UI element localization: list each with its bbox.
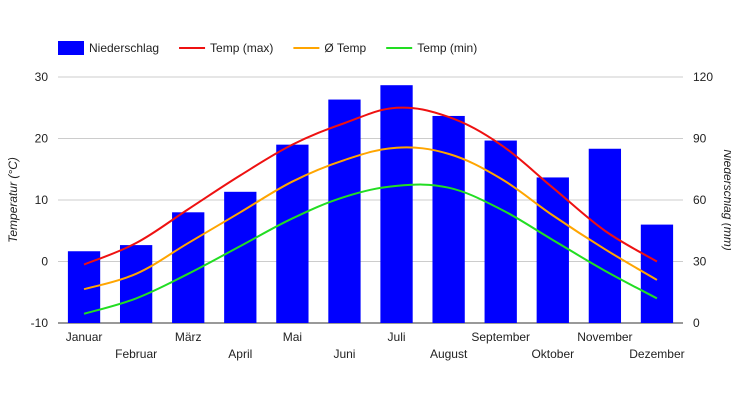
y-tick-label: 30: [35, 70, 49, 84]
legend-label: Niederschlag: [89, 41, 159, 55]
bar: [224, 191, 257, 323]
bar: [119, 245, 153, 323]
y-tick-label: 0: [41, 255, 48, 269]
legend-label: Temp (min): [417, 41, 477, 55]
x-tick-label: August: [430, 347, 468, 361]
series-line: [83, 183, 658, 315]
bar: [536, 177, 569, 323]
y-tick-label: -10: [31, 316, 49, 330]
y2-axis-title: Niederschlag (mm): [721, 149, 731, 250]
x-tick-label: März: [175, 330, 202, 344]
y-tick-label: 10: [35, 193, 49, 207]
legend-swatch: [58, 41, 84, 55]
y2-tick-label: 0: [693, 316, 700, 330]
x-tick-label: Mai: [283, 330, 302, 344]
y2-tick-label: 90: [693, 132, 707, 146]
bar: [276, 144, 309, 323]
bar: [380, 85, 413, 323]
x-tick-label: Juli: [388, 330, 406, 344]
y2-tick-label: 30: [693, 255, 707, 269]
bar: [588, 148, 622, 323]
y2-tick-label: 60: [693, 193, 707, 207]
x-tick-label: November: [577, 330, 632, 344]
legend-label: Ø Temp: [324, 41, 366, 55]
series-line: [83, 146, 658, 291]
bar: [328, 99, 361, 323]
y-tick-label: 20: [35, 132, 49, 146]
x-tick-label: September: [471, 330, 530, 344]
x-tick-label: Januar: [66, 330, 103, 344]
x-tick-label: Februar: [115, 347, 157, 361]
bar: [484, 140, 517, 323]
bar: [432, 115, 465, 323]
x-tick-label: Juni: [333, 347, 355, 361]
x-tick-label: Oktober: [531, 347, 574, 361]
series-line: [83, 106, 658, 266]
x-tick-label: April: [228, 347, 252, 361]
y-axis-title: Temperatur (°C): [6, 157, 20, 243]
legend-label: Temp (max): [210, 41, 273, 55]
y2-tick-label: 120: [693, 70, 713, 84]
x-tick-label: Dezember: [629, 347, 684, 361]
